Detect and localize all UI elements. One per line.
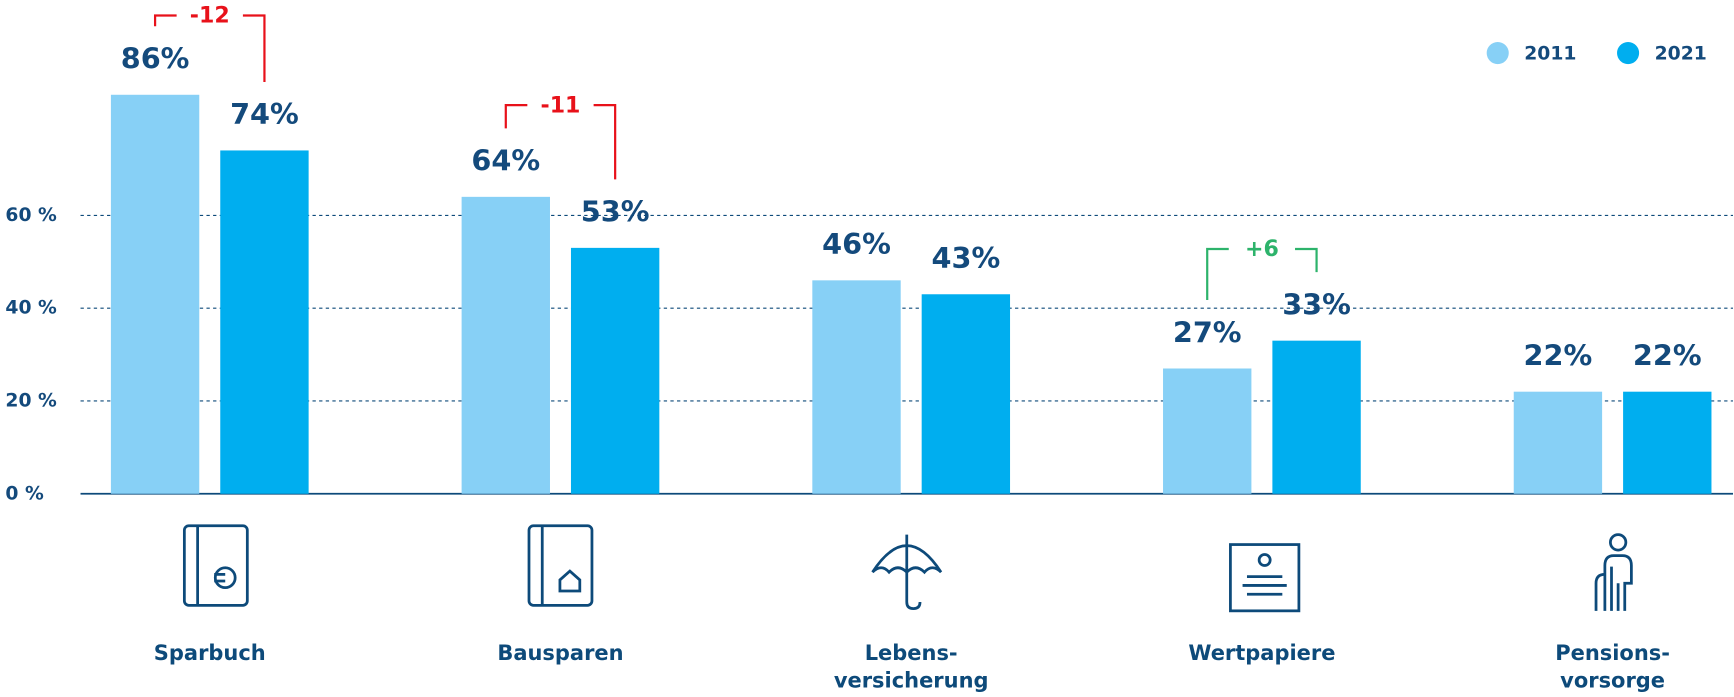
value-label: 22% bbox=[1633, 338, 1702, 372]
value-label: 33% bbox=[1282, 287, 1351, 321]
bar bbox=[1513, 391, 1603, 494]
value-label: 74% bbox=[230, 97, 299, 131]
icon-wertpapiere bbox=[1229, 543, 1301, 613]
bar bbox=[570, 247, 660, 494]
annotation-label: -11 bbox=[541, 92, 581, 118]
value-label: 46% bbox=[822, 227, 891, 261]
y-tick-label: 60 % bbox=[5, 205, 57, 226]
x-tick-label: Lebens-versicherung bbox=[834, 641, 989, 693]
annotation-label: +6 bbox=[1245, 236, 1279, 262]
icon-pensionsvorsorge bbox=[1594, 533, 1633, 611]
x-tick-label: Pensions-vorsorge bbox=[1555, 641, 1670, 693]
bar bbox=[461, 196, 550, 494]
bar bbox=[812, 280, 901, 494]
icon-lebensversicherung bbox=[871, 534, 943, 611]
annotation-bracket bbox=[504, 104, 617, 180]
y-tick-label: 0 % bbox=[5, 483, 44, 504]
value-label: 53% bbox=[581, 195, 650, 229]
bar bbox=[1272, 340, 1361, 494]
value-label: 22% bbox=[1524, 338, 1593, 372]
x-tick-label: Wertpapiere bbox=[1188, 641, 1335, 665]
legend-swatch bbox=[1617, 41, 1640, 65]
legend-label: 2011 bbox=[1524, 44, 1576, 65]
annotation-bracket bbox=[1206, 247, 1318, 301]
value-label: 27% bbox=[1173, 315, 1242, 349]
icon-bausparen bbox=[527, 524, 594, 607]
y-tick-label: 20 % bbox=[5, 390, 57, 411]
value-label: 86% bbox=[121, 42, 190, 76]
bar bbox=[921, 294, 1011, 494]
legend-label: 2021 bbox=[1655, 44, 1707, 65]
bar bbox=[1623, 391, 1712, 494]
x-tick-label: Bausparen bbox=[497, 641, 623, 665]
x-tick-label: Sparbuch bbox=[154, 641, 266, 665]
bar bbox=[1163, 368, 1252, 494]
y-tick-label: 40 % bbox=[5, 298, 57, 319]
legend-swatch bbox=[1486, 41, 1509, 65]
annotation-bracket bbox=[153, 14, 266, 82]
icon-sparbuch bbox=[182, 524, 249, 607]
bar bbox=[220, 150, 309, 494]
value-label: 64% bbox=[471, 144, 540, 178]
value-label: 43% bbox=[932, 241, 1001, 275]
bar bbox=[110, 94, 200, 494]
annotation-label: -12 bbox=[190, 3, 230, 29]
